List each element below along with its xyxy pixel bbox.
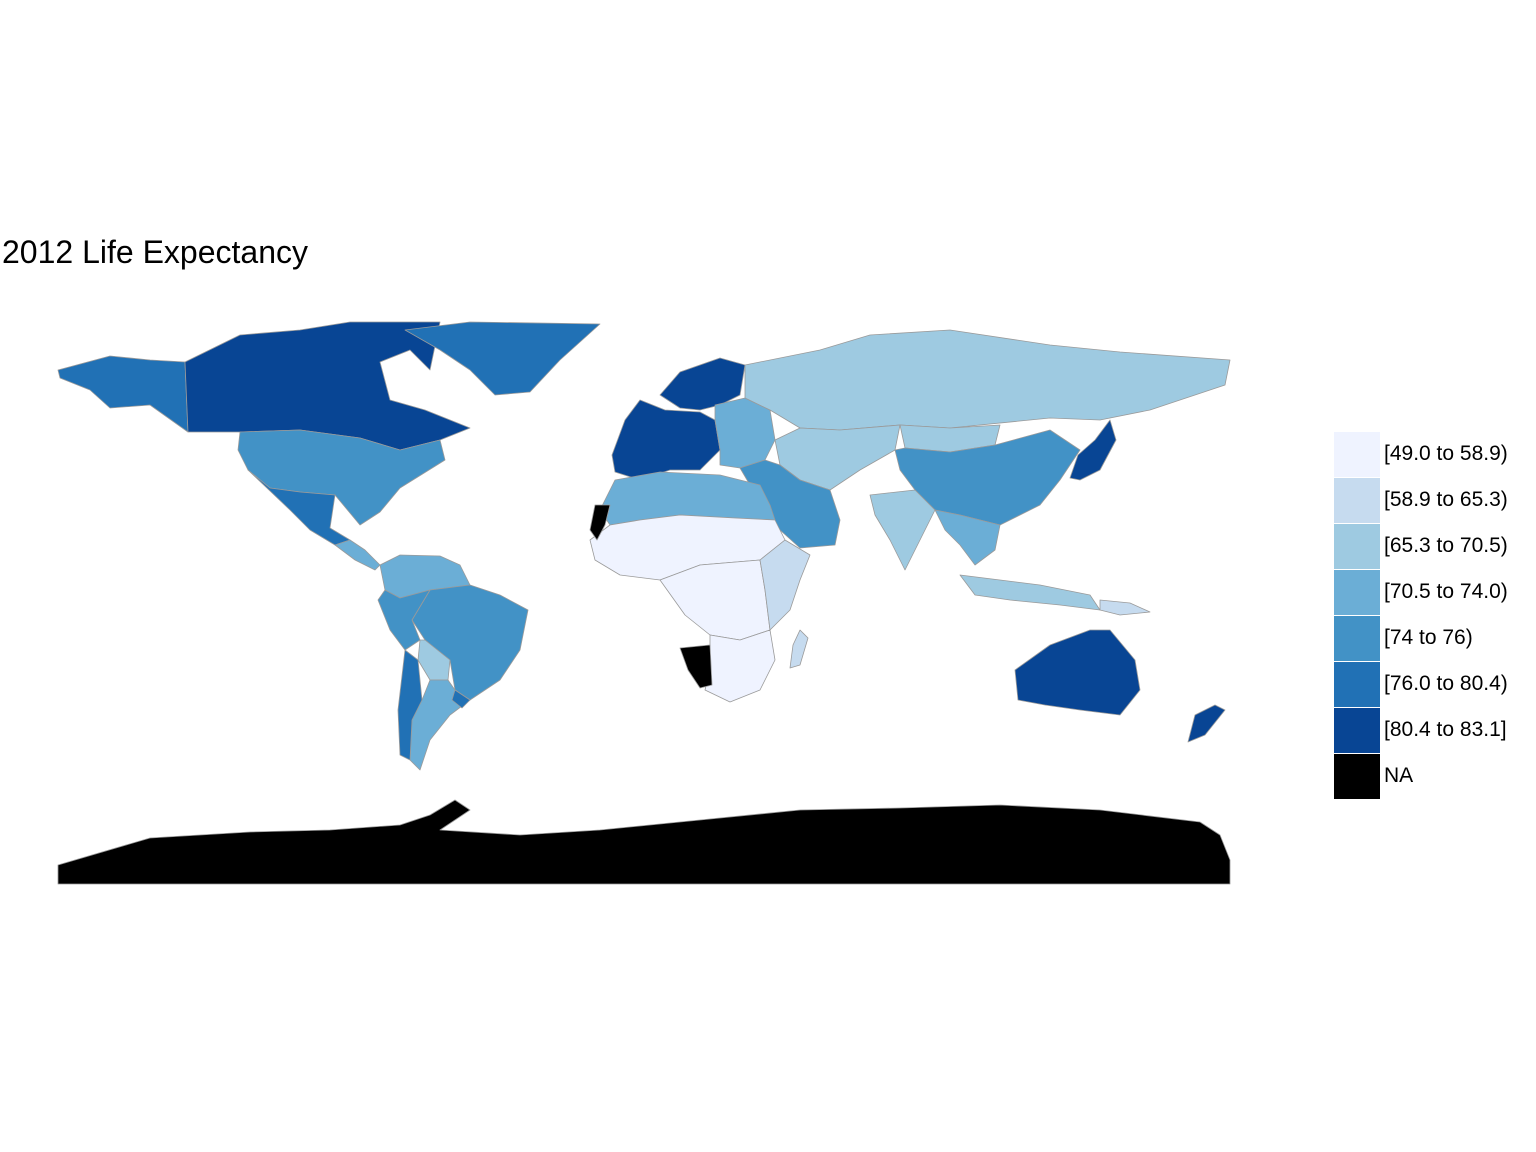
papua-new-guinea <box>1099 599 1151 616</box>
australia <box>1014 629 1141 716</box>
legend-label: [76.0 to 80.4) <box>1384 672 1508 695</box>
western-sahara <box>589 504 611 541</box>
southeast-asia <box>934 509 1001 566</box>
east-africa <box>759 539 811 631</box>
map-title: 2012 Life Expectancy <box>2 234 308 270</box>
russia <box>744 329 1231 431</box>
legend-swatch <box>1334 708 1380 754</box>
uruguay <box>451 689 471 709</box>
greenland <box>404 321 601 396</box>
legend-swatch <box>1334 478 1380 524</box>
southern-africa <box>704 629 776 703</box>
antarctica <box>57 799 1231 885</box>
legend-label: [65.3 to 70.5) <box>1384 534 1508 557</box>
legend-label: [49.0 to 58.9) <box>1384 442 1508 465</box>
legend-swatch <box>1334 662 1380 708</box>
indonesia <box>959 574 1101 611</box>
legend-swatch <box>1334 616 1380 662</box>
alaska <box>57 355 189 433</box>
legend-label: [80.4 to 83.1] <box>1384 718 1507 741</box>
legend-swatch <box>1334 524 1380 570</box>
legend-label: [70.5 to 74.0) <box>1384 580 1508 603</box>
madagascar <box>789 629 809 669</box>
india <box>869 489 936 571</box>
legend-swatch <box>1334 754 1380 800</box>
legend-swatch <box>1334 570 1380 616</box>
legend-label: [58.9 to 65.3) <box>1384 488 1508 511</box>
new-zealand <box>1187 704 1226 743</box>
brazil <box>411 584 529 701</box>
legend-swatch <box>1334 432 1380 478</box>
western-europe <box>611 399 721 481</box>
scandinavia <box>659 357 746 411</box>
central-america <box>334 539 381 571</box>
legend-label: [74 to 76) <box>1384 626 1473 649</box>
legend-label: NA <box>1384 764 1414 787</box>
mexico <box>247 469 351 546</box>
chile <box>397 649 423 761</box>
japan <box>1069 419 1117 481</box>
namibia <box>679 644 713 689</box>
